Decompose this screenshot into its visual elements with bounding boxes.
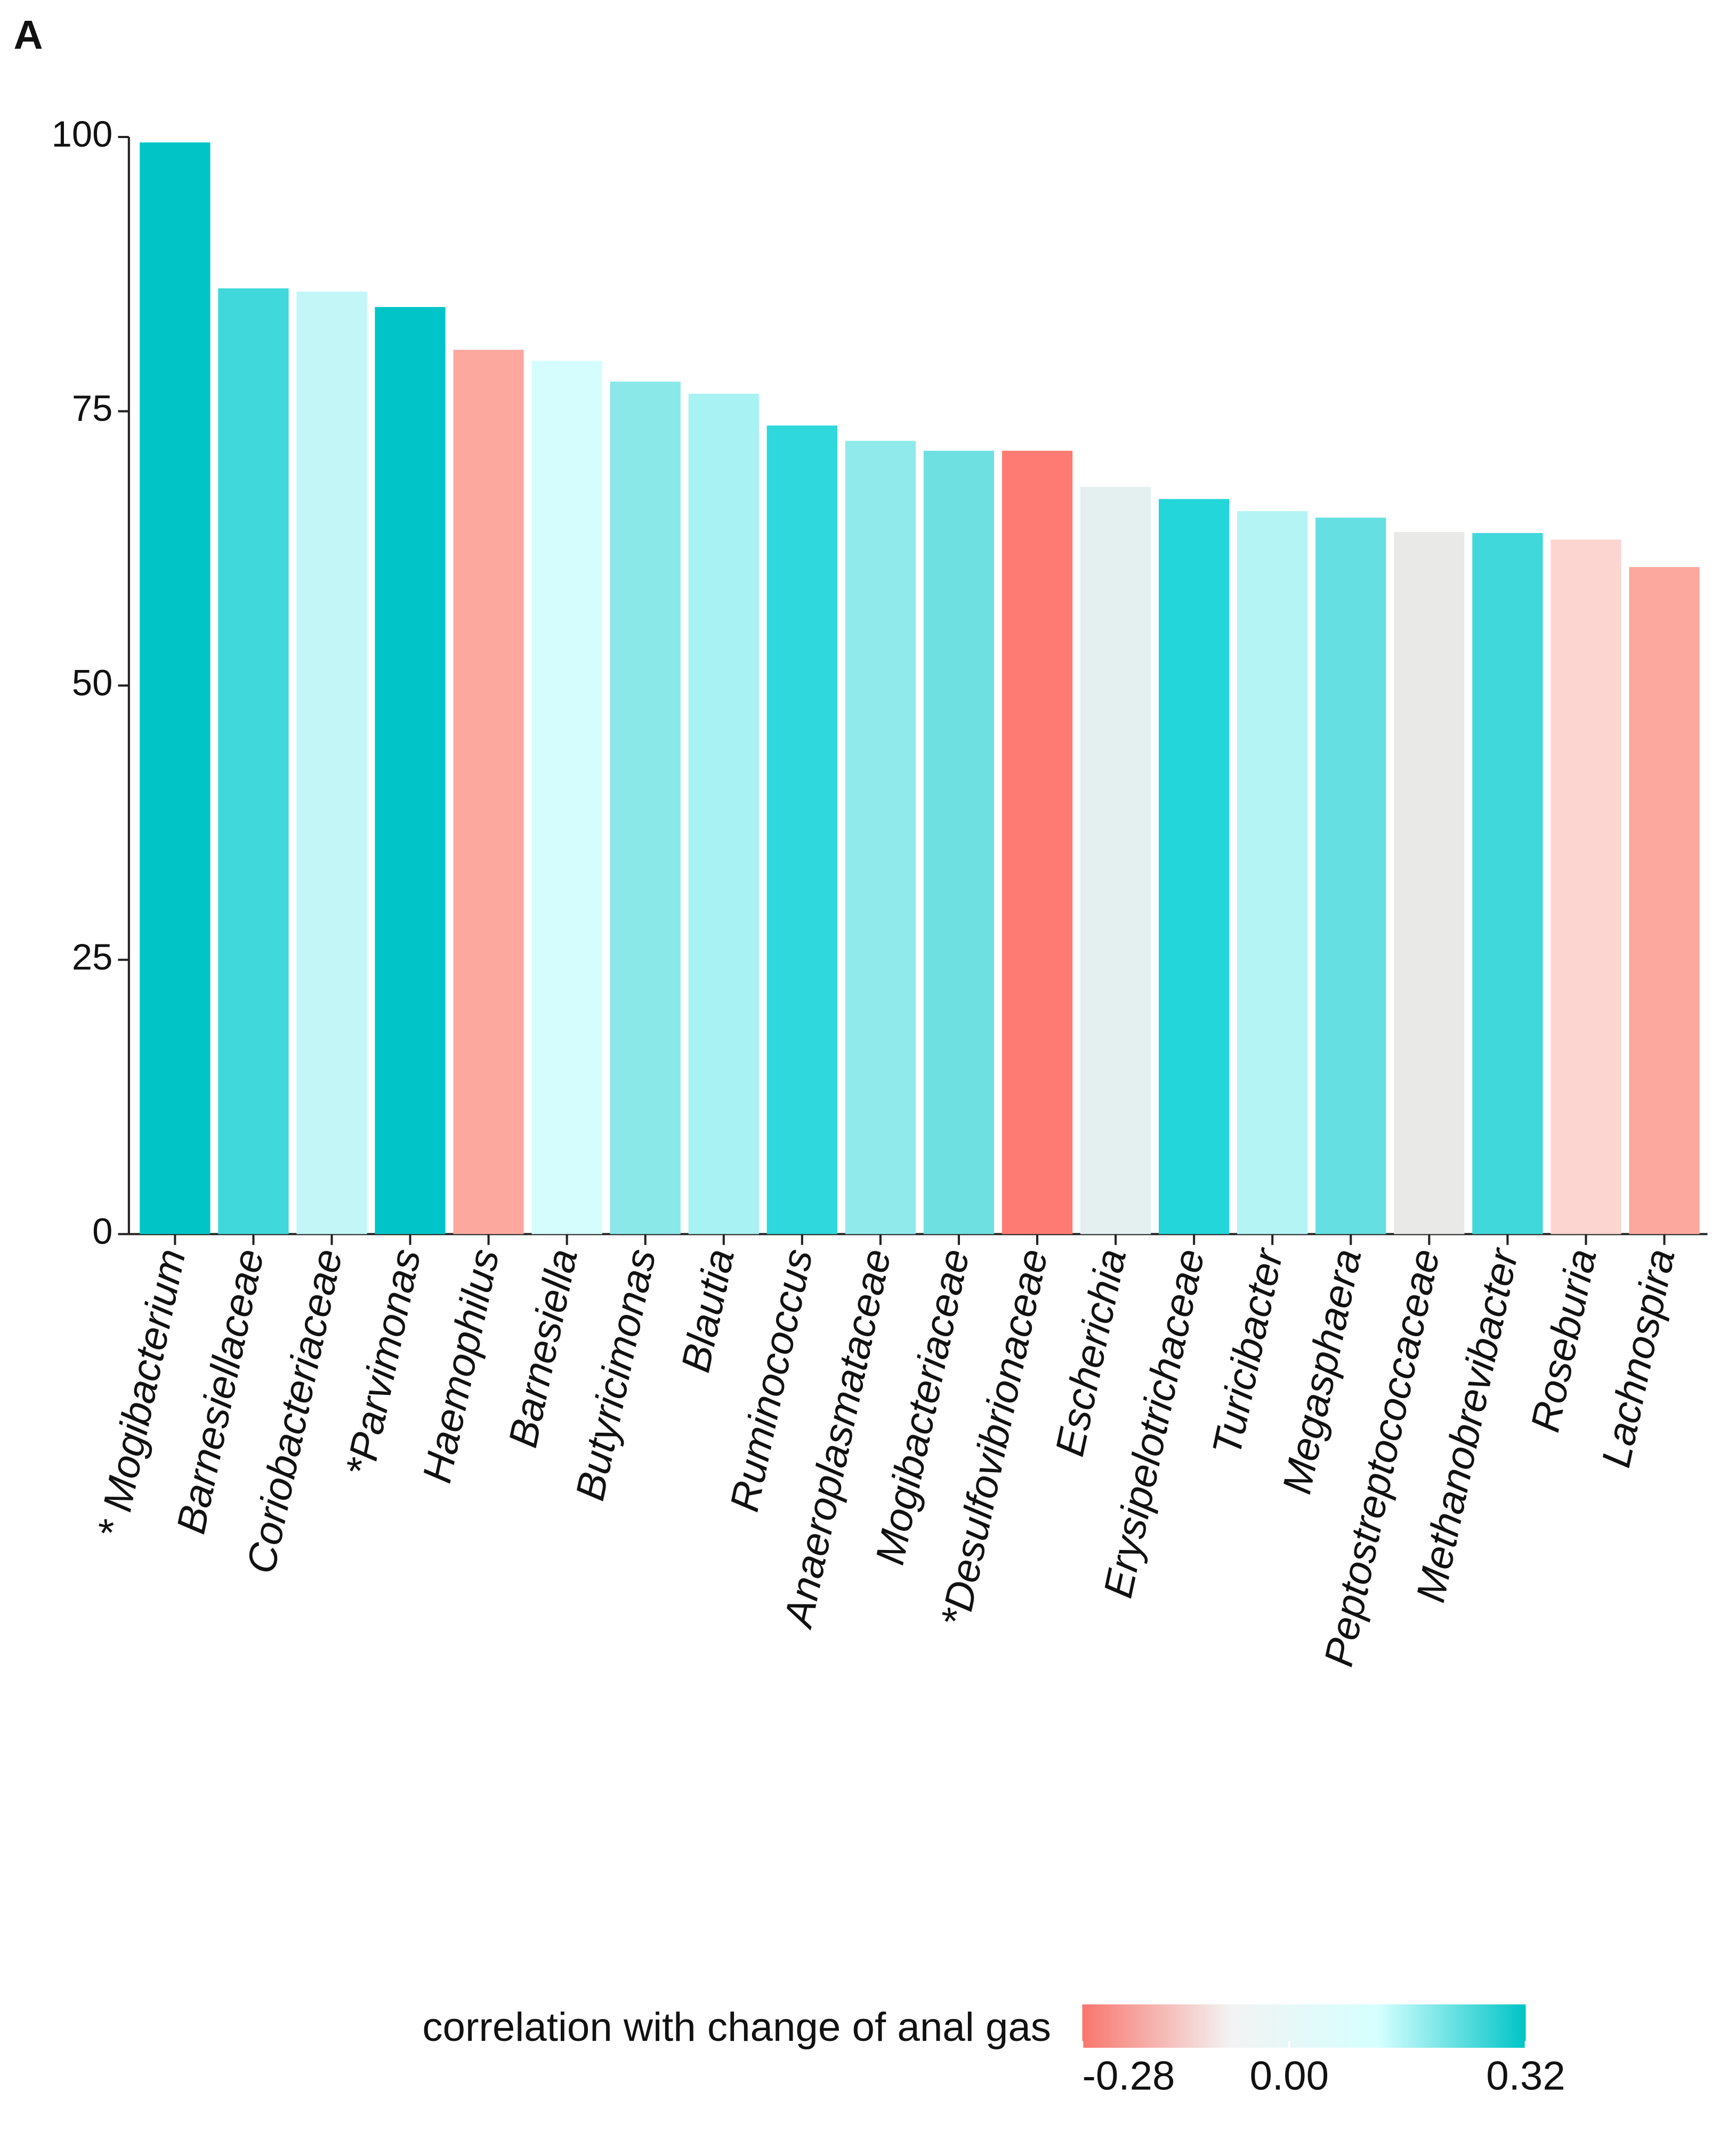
panel-label: A xyxy=(14,12,43,58)
colorbar-title: correlation with change of anal gas xyxy=(422,2005,1051,2050)
colorbar-tick-label: -0.28 xyxy=(1083,2054,1175,2099)
x-tick-label: Megasphaera xyxy=(1274,1245,1370,1498)
bar xyxy=(453,350,524,1234)
x-tick-label: Butyricimonas xyxy=(567,1245,665,1505)
bar xyxy=(610,382,681,1234)
colorbar xyxy=(1082,2004,1526,2048)
bar xyxy=(1237,511,1308,1234)
bar xyxy=(296,292,367,1234)
bar xyxy=(1394,531,1465,1234)
bar xyxy=(375,307,446,1234)
y-tick-label: 25 xyxy=(72,936,112,978)
bar xyxy=(688,393,759,1234)
bar xyxy=(1080,487,1151,1234)
x-tick-label: Haemophilus xyxy=(414,1245,508,1487)
bar xyxy=(531,360,602,1234)
bar xyxy=(1315,518,1386,1234)
bar xyxy=(1159,499,1230,1234)
x-tick-label: Roseburia xyxy=(1522,1245,1605,1436)
bar xyxy=(218,288,289,1234)
y-tick-label: 75 xyxy=(72,388,112,429)
x-tick-label: Barnesiella xyxy=(500,1245,586,1451)
bar xyxy=(1551,539,1621,1234)
bar xyxy=(1629,567,1700,1234)
colorbar-tick-label: 0.32 xyxy=(1486,2054,1565,2099)
x-tick-label: Lachnospira xyxy=(1593,1245,1684,1471)
bar xyxy=(923,450,995,1234)
bar xyxy=(845,441,916,1234)
x-tick-label: Turicibacter xyxy=(1204,1243,1292,1459)
bar xyxy=(766,425,837,1234)
y-tick-label: 50 xyxy=(72,662,112,703)
bar xyxy=(140,142,211,1234)
y-tick-label: 100 xyxy=(52,114,113,155)
bar xyxy=(1002,450,1073,1234)
bar xyxy=(1472,533,1543,1234)
x-tick-label: Escherichia xyxy=(1047,1245,1135,1460)
colorbar-tick-label: 0.00 xyxy=(1249,2054,1329,2099)
x-tick-label: *Parvimonas xyxy=(337,1245,430,1480)
x-tick-label: Blautia xyxy=(673,1245,743,1376)
y-tick-label: 0 xyxy=(92,1211,112,1252)
